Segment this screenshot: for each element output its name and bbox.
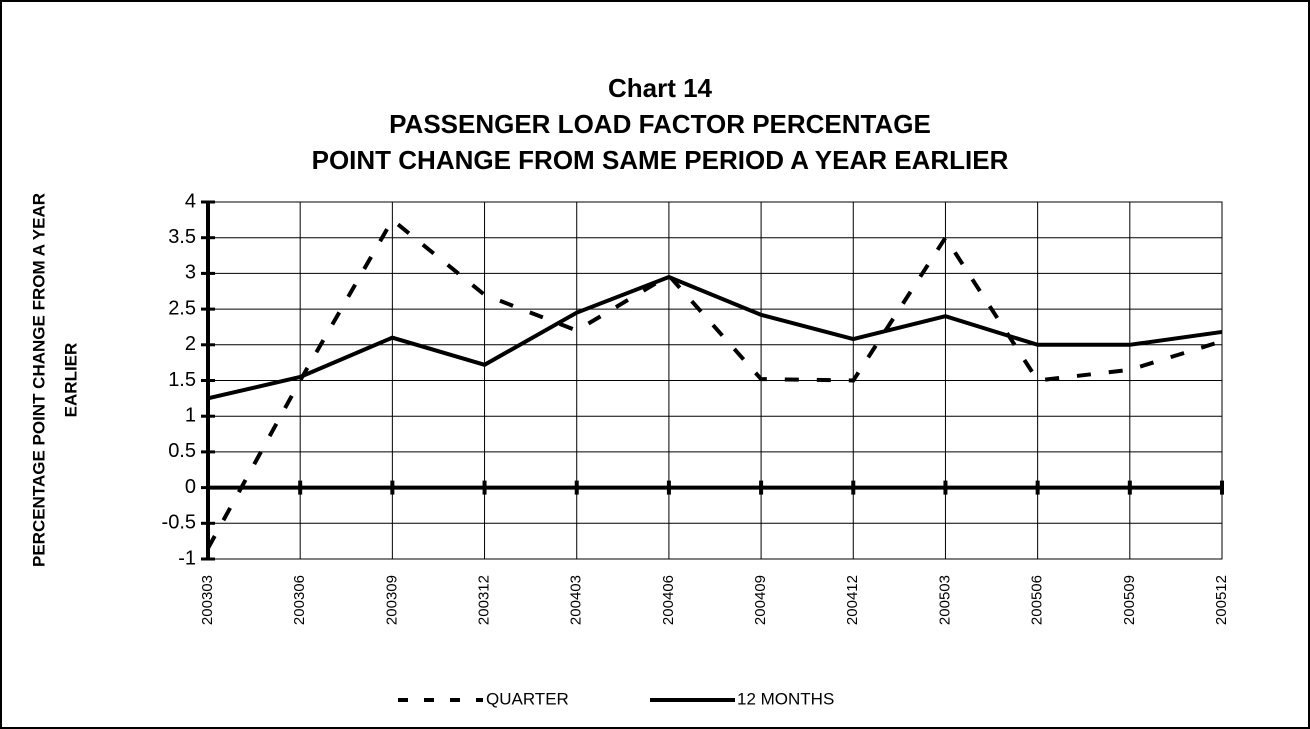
x-tick-label: 200406	[660, 575, 677, 625]
y-axis-label: EARLIER	[61, 343, 80, 418]
x-tick-label: 200306	[291, 575, 308, 625]
y-tick-label: 3.5	[168, 226, 196, 248]
y-tick-label: 0	[185, 476, 196, 498]
x-tick-label: 200409	[752, 575, 769, 625]
chart-title: POINT CHANGE FROM SAME PERIOD A YEAR EAR…	[312, 145, 1009, 175]
x-tick-label: 200312	[476, 575, 493, 625]
y-tick-label: 1.5	[168, 369, 196, 391]
y-tick-label: 3	[185, 262, 196, 284]
x-tick-label: 200403	[568, 575, 585, 625]
y-tick-label: 1	[185, 404, 196, 426]
legend-label: QUARTER	[486, 689, 569, 708]
y-tick-label: 2.5	[168, 297, 196, 319]
x-tick-label: 200512	[1213, 575, 1230, 625]
y-tick-label: 4	[185, 190, 196, 212]
x-tick-label: 200303	[199, 575, 216, 625]
chart-title: PASSENGER LOAD FACTOR PERCENTAGE	[389, 109, 931, 139]
legend-label: 12 MONTHS	[737, 689, 834, 708]
series-line	[207, 274, 1223, 401]
chart-title: Chart 14	[608, 73, 713, 103]
x-tick-label: 200506	[1029, 575, 1046, 625]
x-tick-label: 200412	[844, 575, 861, 625]
x-tick-label: 200509	[1121, 575, 1138, 625]
y-tick-label: 2	[185, 333, 196, 355]
y-tick-label: -1	[178, 547, 196, 569]
series-line	[206, 216, 1223, 550]
x-tick-label: 200503	[936, 575, 953, 625]
y-tick-label: 0.5	[168, 440, 196, 462]
y-tick-label: -0.5	[162, 512, 196, 534]
x-tick-label: 200309	[383, 575, 400, 625]
y-axis-label: PERCENTAGE POINT CHANGE FROM A YEAR	[29, 193, 48, 567]
